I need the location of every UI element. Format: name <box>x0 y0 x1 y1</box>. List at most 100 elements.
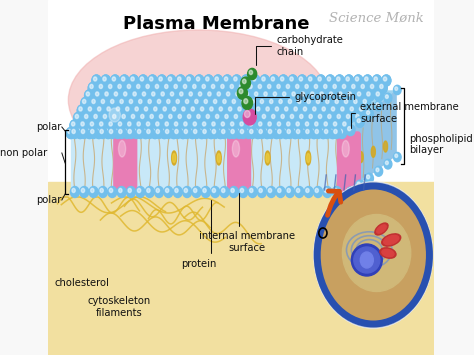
Circle shape <box>359 82 368 93</box>
Circle shape <box>192 84 196 88</box>
Ellipse shape <box>68 30 328 170</box>
Circle shape <box>287 189 291 192</box>
Circle shape <box>145 82 154 93</box>
Circle shape <box>227 92 230 96</box>
Circle shape <box>159 90 168 101</box>
Circle shape <box>322 82 331 93</box>
Circle shape <box>120 75 129 86</box>
Circle shape <box>305 98 314 109</box>
Circle shape <box>120 99 123 104</box>
Circle shape <box>103 114 107 119</box>
Circle shape <box>159 77 162 81</box>
Circle shape <box>270 113 279 124</box>
Circle shape <box>276 120 285 131</box>
Circle shape <box>128 122 131 126</box>
Circle shape <box>268 122 271 126</box>
Circle shape <box>335 99 338 104</box>
Circle shape <box>117 186 126 197</box>
Circle shape <box>292 92 295 96</box>
Circle shape <box>207 127 216 138</box>
Circle shape <box>362 98 371 109</box>
Circle shape <box>334 189 337 192</box>
Circle shape <box>229 120 238 131</box>
Circle shape <box>137 84 140 88</box>
Circle shape <box>199 105 208 116</box>
Circle shape <box>251 99 254 104</box>
Ellipse shape <box>337 201 417 306</box>
Circle shape <box>193 122 197 126</box>
Circle shape <box>89 120 98 131</box>
Circle shape <box>305 122 309 126</box>
Circle shape <box>139 113 148 124</box>
Circle shape <box>337 90 346 101</box>
Circle shape <box>136 120 145 131</box>
Circle shape <box>230 98 239 109</box>
Circle shape <box>234 77 237 81</box>
Circle shape <box>210 127 219 138</box>
Circle shape <box>383 77 387 81</box>
Circle shape <box>241 77 250 89</box>
Circle shape <box>72 122 75 126</box>
Circle shape <box>326 75 335 86</box>
Circle shape <box>92 113 101 124</box>
Circle shape <box>313 82 322 93</box>
Circle shape <box>245 92 248 96</box>
Circle shape <box>216 127 225 138</box>
Circle shape <box>127 127 136 138</box>
Circle shape <box>187 114 191 119</box>
Circle shape <box>325 195 426 319</box>
Circle shape <box>354 113 363 124</box>
Circle shape <box>170 92 173 96</box>
Circle shape <box>326 99 329 104</box>
Circle shape <box>80 127 89 138</box>
Circle shape <box>192 186 201 197</box>
Circle shape <box>110 99 114 104</box>
Circle shape <box>225 127 234 138</box>
Circle shape <box>343 98 352 109</box>
Circle shape <box>264 105 273 116</box>
Circle shape <box>173 82 182 93</box>
Circle shape <box>109 98 118 109</box>
Circle shape <box>206 114 210 119</box>
Circle shape <box>221 189 225 192</box>
Circle shape <box>94 90 103 101</box>
Circle shape <box>335 75 344 86</box>
Circle shape <box>262 90 271 101</box>
Circle shape <box>248 186 257 197</box>
Circle shape <box>313 186 322 197</box>
Ellipse shape <box>371 146 375 157</box>
Circle shape <box>178 114 182 119</box>
Circle shape <box>138 99 142 104</box>
Circle shape <box>171 129 174 133</box>
Circle shape <box>124 92 127 96</box>
Circle shape <box>127 84 131 88</box>
Circle shape <box>133 105 142 116</box>
Circle shape <box>231 129 234 133</box>
Circle shape <box>202 98 211 109</box>
Circle shape <box>179 127 188 138</box>
Text: carbohydrate
chain: carbohydrate chain <box>256 35 344 65</box>
Circle shape <box>295 127 304 138</box>
Circle shape <box>261 113 270 124</box>
Circle shape <box>253 114 256 119</box>
Circle shape <box>326 113 335 124</box>
Ellipse shape <box>132 153 135 163</box>
Circle shape <box>208 92 211 96</box>
Circle shape <box>313 107 316 111</box>
Circle shape <box>203 189 206 192</box>
Circle shape <box>176 99 179 104</box>
Circle shape <box>156 189 159 192</box>
Circle shape <box>298 99 301 104</box>
Circle shape <box>257 120 266 131</box>
Circle shape <box>357 182 360 186</box>
Circle shape <box>208 105 217 116</box>
Circle shape <box>324 84 327 88</box>
Circle shape <box>238 82 247 93</box>
Circle shape <box>326 75 335 86</box>
Circle shape <box>184 98 193 109</box>
Ellipse shape <box>118 141 126 157</box>
Circle shape <box>178 114 182 119</box>
Circle shape <box>201 120 210 131</box>
Circle shape <box>87 105 96 116</box>
Circle shape <box>201 107 204 111</box>
